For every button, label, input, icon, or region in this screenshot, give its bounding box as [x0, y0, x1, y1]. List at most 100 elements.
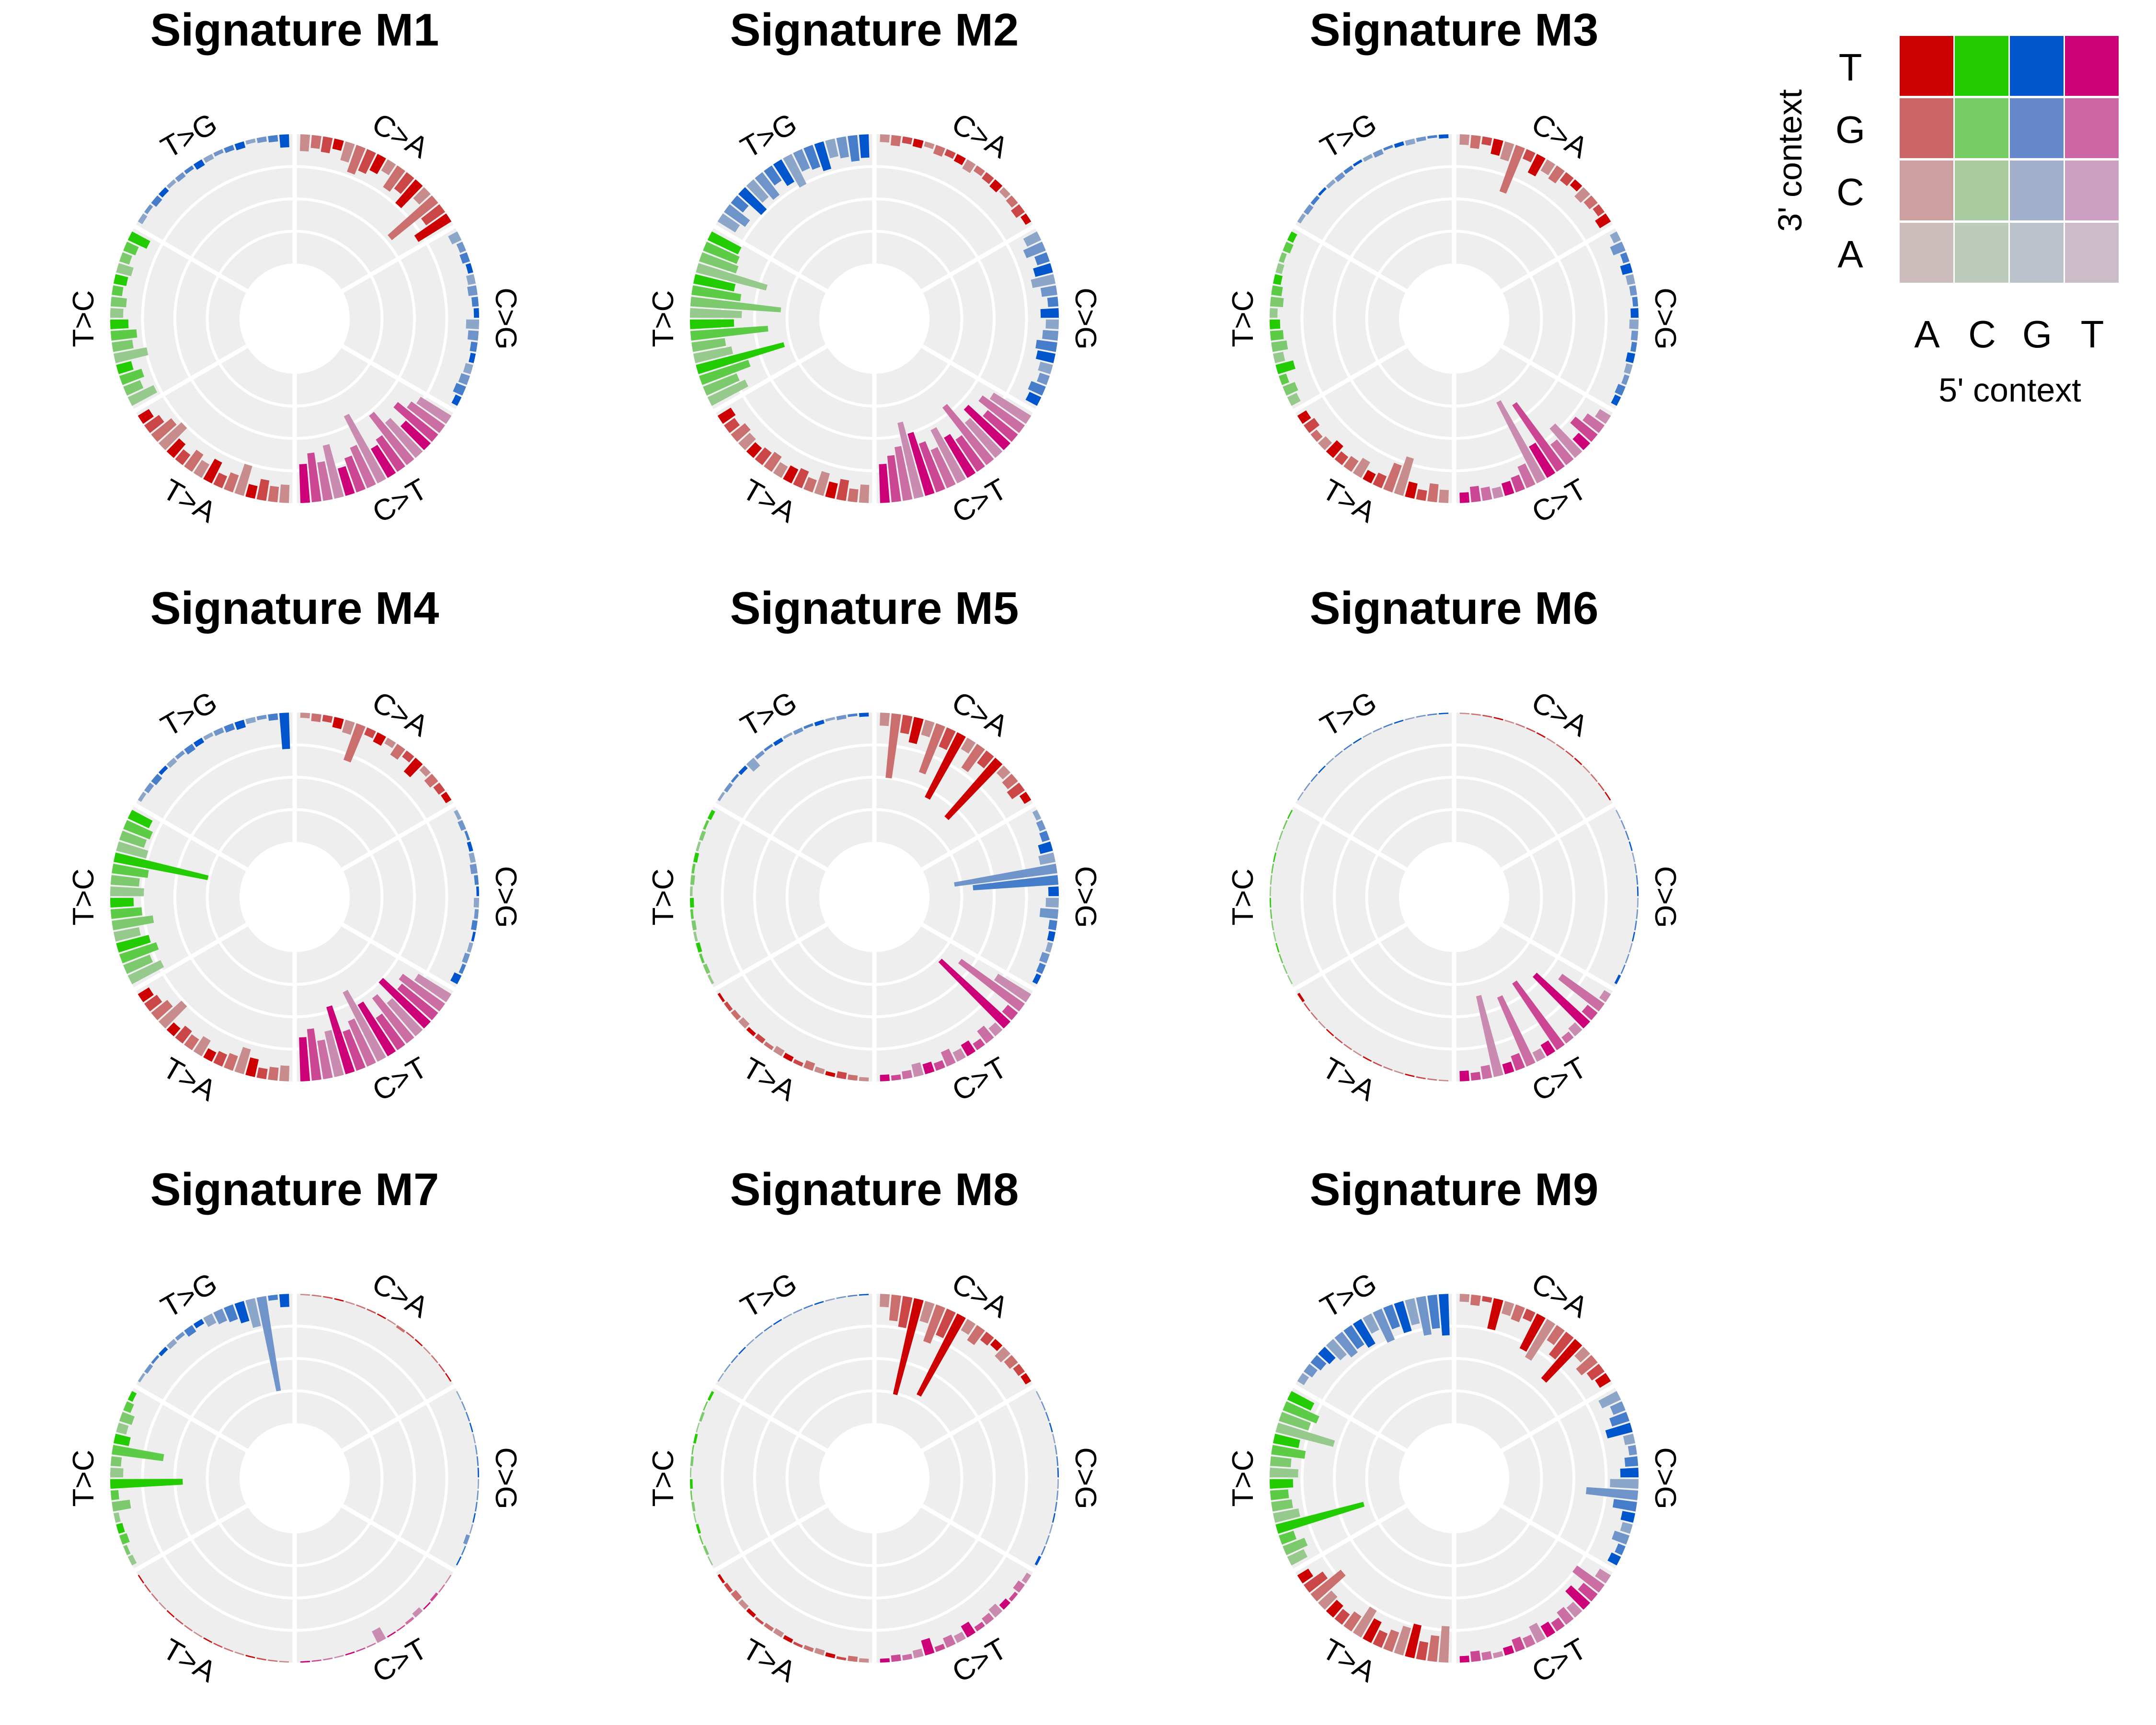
bar-t-to-a-4: [814, 471, 830, 496]
bar-c-to-t-13: [1480, 486, 1492, 501]
bar-t-to-a-13: [151, 418, 177, 442]
bar-t-to-g-13: [256, 1296, 281, 1392]
bar-c-to-a-6: [367, 1309, 376, 1314]
bar-c-to-a-10: [1560, 172, 1574, 186]
bar-t-to-g-4: [746, 179, 769, 203]
bar-t-to-c-4: [114, 1512, 121, 1523]
bar-c-to-t-14: [891, 1074, 901, 1081]
bar-t-to-c-6: [1270, 330, 1284, 341]
bar-c-to-t-5: [1561, 1031, 1574, 1044]
bar-t-to-a-4: [814, 1647, 825, 1656]
bar-t-to-c-5: [691, 1502, 696, 1512]
bar-t-to-c-0: [127, 1554, 137, 1565]
bar-c-to-g-12: [1620, 1522, 1633, 1534]
bar-t-to-a-15: [717, 407, 736, 424]
bar-t-to-a-15: [1297, 410, 1311, 424]
bar-c-to-t-1: [1572, 1565, 1605, 1593]
legend-ylabel: 3' context: [1771, 89, 1809, 231]
bar-c-to-g-6: [476, 1456, 479, 1466]
bar-t-to-c-4: [1273, 352, 1285, 363]
bar-t-to-g-15: [859, 134, 870, 158]
bar-c-to-a-4: [1501, 1301, 1514, 1316]
bar-c-to-t-2: [393, 402, 438, 442]
bar-c-to-a-8: [961, 737, 976, 754]
bar-c-to-g-10: [1048, 920, 1057, 931]
bar-c-to-a-2: [321, 136, 333, 153]
bar-t-to-g-7: [773, 737, 783, 746]
bar-t-to-g-2: [151, 773, 162, 785]
bar-t-to-c-1: [123, 1545, 131, 1555]
bar-c-to-t-7: [357, 1001, 396, 1057]
bar-c-to-g-5: [467, 285, 478, 296]
bar-t-to-c-11: [114, 274, 128, 286]
bar-t-to-a-2: [256, 1657, 266, 1661]
bar-t-to-g-8: [203, 1313, 217, 1327]
bar-c-to-t-0: [1595, 409, 1611, 424]
bar-t-to-a-10: [755, 1617, 764, 1625]
bar-c-to-t-5: [982, 1612, 994, 1625]
sector-divider: [340, 922, 457, 992]
bar-c-to-t-10: [356, 1647, 366, 1652]
bar-c-to-a-9: [961, 744, 985, 772]
bar-t-to-c-10: [112, 1445, 164, 1461]
bar-t-to-a-7: [783, 465, 799, 483]
bar-t-to-g-1: [1304, 204, 1314, 215]
category-label-t-to-c: T>C: [647, 869, 680, 926]
bar-t-to-a-1: [848, 488, 859, 503]
bar-t-to-a-15: [1297, 1568, 1313, 1584]
bar-t-to-c-6: [110, 329, 138, 341]
bar-c-to-t-6: [973, 1038, 985, 1050]
bar-t-to-g-0: [138, 1373, 146, 1383]
bar-t-to-c-4: [693, 346, 733, 363]
legend-cell-t-a: [1900, 36, 1953, 96]
bar-t-to-a-10: [175, 449, 191, 465]
category-label-c-to-g: C>G: [1069, 288, 1102, 349]
bar-c-to-a-3: [912, 138, 924, 149]
bar-c-to-g-12: [469, 1524, 473, 1534]
bar-c-to-t-12: [322, 444, 344, 499]
bar-t-to-g-10: [803, 145, 821, 170]
bar-t-to-c-7: [1270, 1479, 1294, 1489]
bar-t-to-c-12: [696, 1423, 700, 1433]
bar-t-to-g-3: [738, 1346, 746, 1355]
bar-c-to-a-1: [1470, 135, 1481, 149]
category-label-c-to-g: C>G: [489, 866, 522, 928]
bar-c-to-g-0: [1035, 1391, 1042, 1401]
bar-t-to-g-7: [193, 1319, 205, 1329]
category-label-c-to-g: C>G: [1649, 288, 1682, 349]
bar-t-to-a-15: [138, 987, 154, 1002]
bar-t-to-a-2: [1416, 1076, 1426, 1080]
bar-c-to-a-4: [1500, 141, 1514, 161]
bar-c-to-a-6: [936, 1309, 956, 1338]
bar-t-to-g-9: [793, 149, 810, 172]
bar-c-to-a-14: [1593, 204, 1605, 217]
bar-t-to-a-11: [1326, 1599, 1343, 1618]
bar-c-to-a-5: [918, 723, 945, 775]
bar-t-to-c-2: [1279, 954, 1284, 964]
bar-t-to-c-12: [116, 841, 149, 859]
bar-c-to-t-0: [1021, 1573, 1032, 1584]
bar-c-to-g-7: [1637, 886, 1639, 897]
bar-c-to-t-3: [999, 1598, 1010, 1610]
bar-t-to-a-8: [1353, 458, 1370, 478]
bar-c-to-t-13: [323, 1657, 333, 1661]
bar-t-to-a-1: [268, 1659, 278, 1662]
bar-c-to-g-8: [1057, 1479, 1059, 1489]
bar-t-to-g-11: [1394, 141, 1404, 148]
bar-c-to-t-12: [324, 1030, 344, 1077]
bar-c-to-t-11: [907, 432, 935, 496]
bar-t-to-a-13: [1310, 429, 1323, 442]
bar-c-to-g-0: [1598, 1391, 1621, 1409]
bar-c-to-g-10: [1055, 1502, 1057, 1512]
bar-t-to-a-1: [1427, 1078, 1437, 1081]
bar-t-to-g-14: [1427, 1294, 1440, 1329]
category-label-c-to-g: C>G: [489, 1447, 522, 1509]
panel-center: [819, 264, 929, 374]
bar-t-to-a-3: [825, 481, 838, 499]
bar-t-to-g-11: [234, 1301, 250, 1323]
bar-c-to-a-3: [332, 138, 344, 151]
bar-c-to-t-2: [1002, 1004, 1018, 1021]
bar-t-to-c-11: [1273, 1434, 1300, 1448]
bar-c-to-g-10: [471, 920, 478, 931]
bar-c-to-a-10: [1548, 1332, 1574, 1360]
